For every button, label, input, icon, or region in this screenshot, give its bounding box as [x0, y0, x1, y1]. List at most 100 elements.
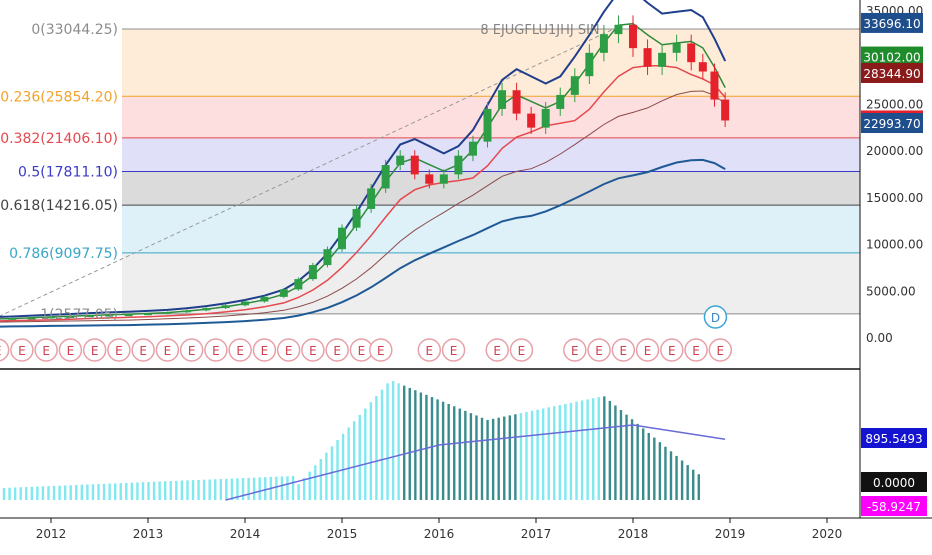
histogram-bar	[136, 482, 139, 500]
candle[interactable]	[483, 108, 492, 142]
earnings-marker-label: E	[493, 344, 501, 358]
earnings-marker[interactable]	[369, 338, 393, 362]
earnings-marker[interactable]	[228, 338, 252, 362]
candle[interactable]	[698, 62, 707, 72]
earnings-marker[interactable]	[587, 338, 611, 362]
earnings-marker[interactable]	[131, 338, 155, 362]
earnings-marker[interactable]	[441, 338, 466, 362]
candle[interactable]	[556, 94, 565, 109]
candle[interactable]	[687, 43, 696, 63]
candle[interactable]	[410, 155, 419, 175]
candle[interactable]	[367, 188, 376, 209]
histogram-bar	[369, 402, 373, 500]
candle[interactable]	[710, 71, 719, 100]
candle[interactable]	[585, 52, 594, 77]
earnings-marker[interactable]	[684, 338, 708, 362]
candle[interactable]	[241, 301, 249, 306]
candle[interactable]	[163, 312, 172, 314]
histogram-bar	[208, 479, 211, 500]
candle[interactable]	[66, 316, 75, 318]
candle[interactable]	[323, 249, 332, 266]
x-tick-label: 2015	[327, 527, 358, 541]
fib-lines	[122, 28, 860, 315]
histogram-bar	[2, 487, 6, 500]
histogram-bar	[664, 446, 667, 500]
candle[interactable]	[27, 317, 36, 320]
earnings-marker[interactable]	[0, 338, 10, 362]
earnings-marker[interactable]	[34, 338, 58, 362]
candle[interactable]	[439, 174, 448, 184]
candle[interactable]	[672, 43, 681, 53]
earnings-marker[interactable]	[485, 338, 509, 362]
earnings-marker[interactable]	[509, 338, 534, 362]
price-badge-label: 22993.70	[863, 117, 920, 131]
fib-label: 0.382(21406.10)	[0, 131, 118, 147]
candle[interactable]	[221, 305, 230, 309]
earnings-marker[interactable]	[708, 338, 733, 362]
earnings-marker[interactable]	[417, 338, 442, 362]
candle[interactable]	[643, 48, 652, 67]
candle[interactable]	[396, 155, 405, 166]
candle[interactable]	[468, 141, 477, 156]
candle[interactable]	[352, 208, 361, 228]
histogram-bar	[347, 427, 350, 500]
candle[interactable]	[8, 318, 17, 320]
histogram-bar	[308, 471, 311, 500]
earnings-marker[interactable]	[635, 338, 660, 362]
candle[interactable]	[570, 76, 579, 95]
candle[interactable]	[721, 99, 730, 121]
candle[interactable]	[512, 90, 521, 114]
earnings-marker[interactable]	[563, 338, 587, 362]
earnings-marker[interactable]	[252, 338, 277, 362]
histogram-bar	[486, 419, 489, 500]
candle[interactable]	[658, 52, 667, 67]
candle[interactable]	[381, 165, 390, 189]
histogram-bar	[191, 480, 195, 500]
candle[interactable]	[541, 108, 550, 128]
candle[interactable]	[425, 174, 434, 184]
candle[interactable]	[294, 279, 303, 290]
earnings-marker[interactable]	[179, 338, 204, 362]
earnings-marker[interactable]	[107, 338, 131, 362]
x-tick-label: 2013	[133, 527, 164, 541]
candle[interactable]	[85, 315, 94, 318]
earnings-marker[interactable]	[155, 338, 180, 362]
candle[interactable]	[260, 296, 269, 302]
candle[interactable]	[279, 289, 288, 297]
earnings-marker[interactable]	[325, 338, 349, 362]
earnings-marker[interactable]	[276, 338, 301, 362]
x-tick-label: 2012	[36, 527, 67, 541]
histogram-bar	[247, 477, 250, 500]
histogram-bar	[658, 442, 662, 500]
candle[interactable]	[105, 315, 114, 317]
candle[interactable]	[144, 313, 152, 316]
candle[interactable]	[454, 155, 463, 175]
histogram-bar	[503, 416, 506, 500]
candle[interactable]	[47, 316, 55, 319]
candle[interactable]	[308, 265, 317, 280]
histogram-bar	[525, 411, 528, 500]
signal-line	[225, 424, 726, 501]
candle[interactable]	[599, 34, 608, 53]
earnings-marker[interactable]	[204, 338, 228, 362]
dividend-marker[interactable]	[703, 305, 728, 329]
price-badge-label: 28344.90	[863, 67, 920, 81]
candle[interactable]	[527, 113, 536, 128]
earnings-marker[interactable]	[611, 338, 636, 362]
earnings-marker[interactable]	[660, 338, 684, 362]
candle[interactable]	[498, 90, 507, 109]
earnings-marker[interactable]	[82, 338, 107, 362]
earnings-marker-label: E	[571, 344, 579, 358]
earnings-marker[interactable]	[301, 338, 325, 362]
candle[interactable]	[182, 310, 191, 313]
earnings-marker[interactable]	[58, 338, 83, 362]
candle[interactable]	[338, 227, 346, 250]
earnings-marker[interactable]	[10, 338, 34, 362]
candle[interactable]	[629, 24, 637, 49]
candle[interactable]	[202, 308, 211, 311]
candle[interactable]	[124, 314, 133, 317]
candle[interactable]	[614, 24, 623, 35]
price-badge	[861, 46, 923, 67]
